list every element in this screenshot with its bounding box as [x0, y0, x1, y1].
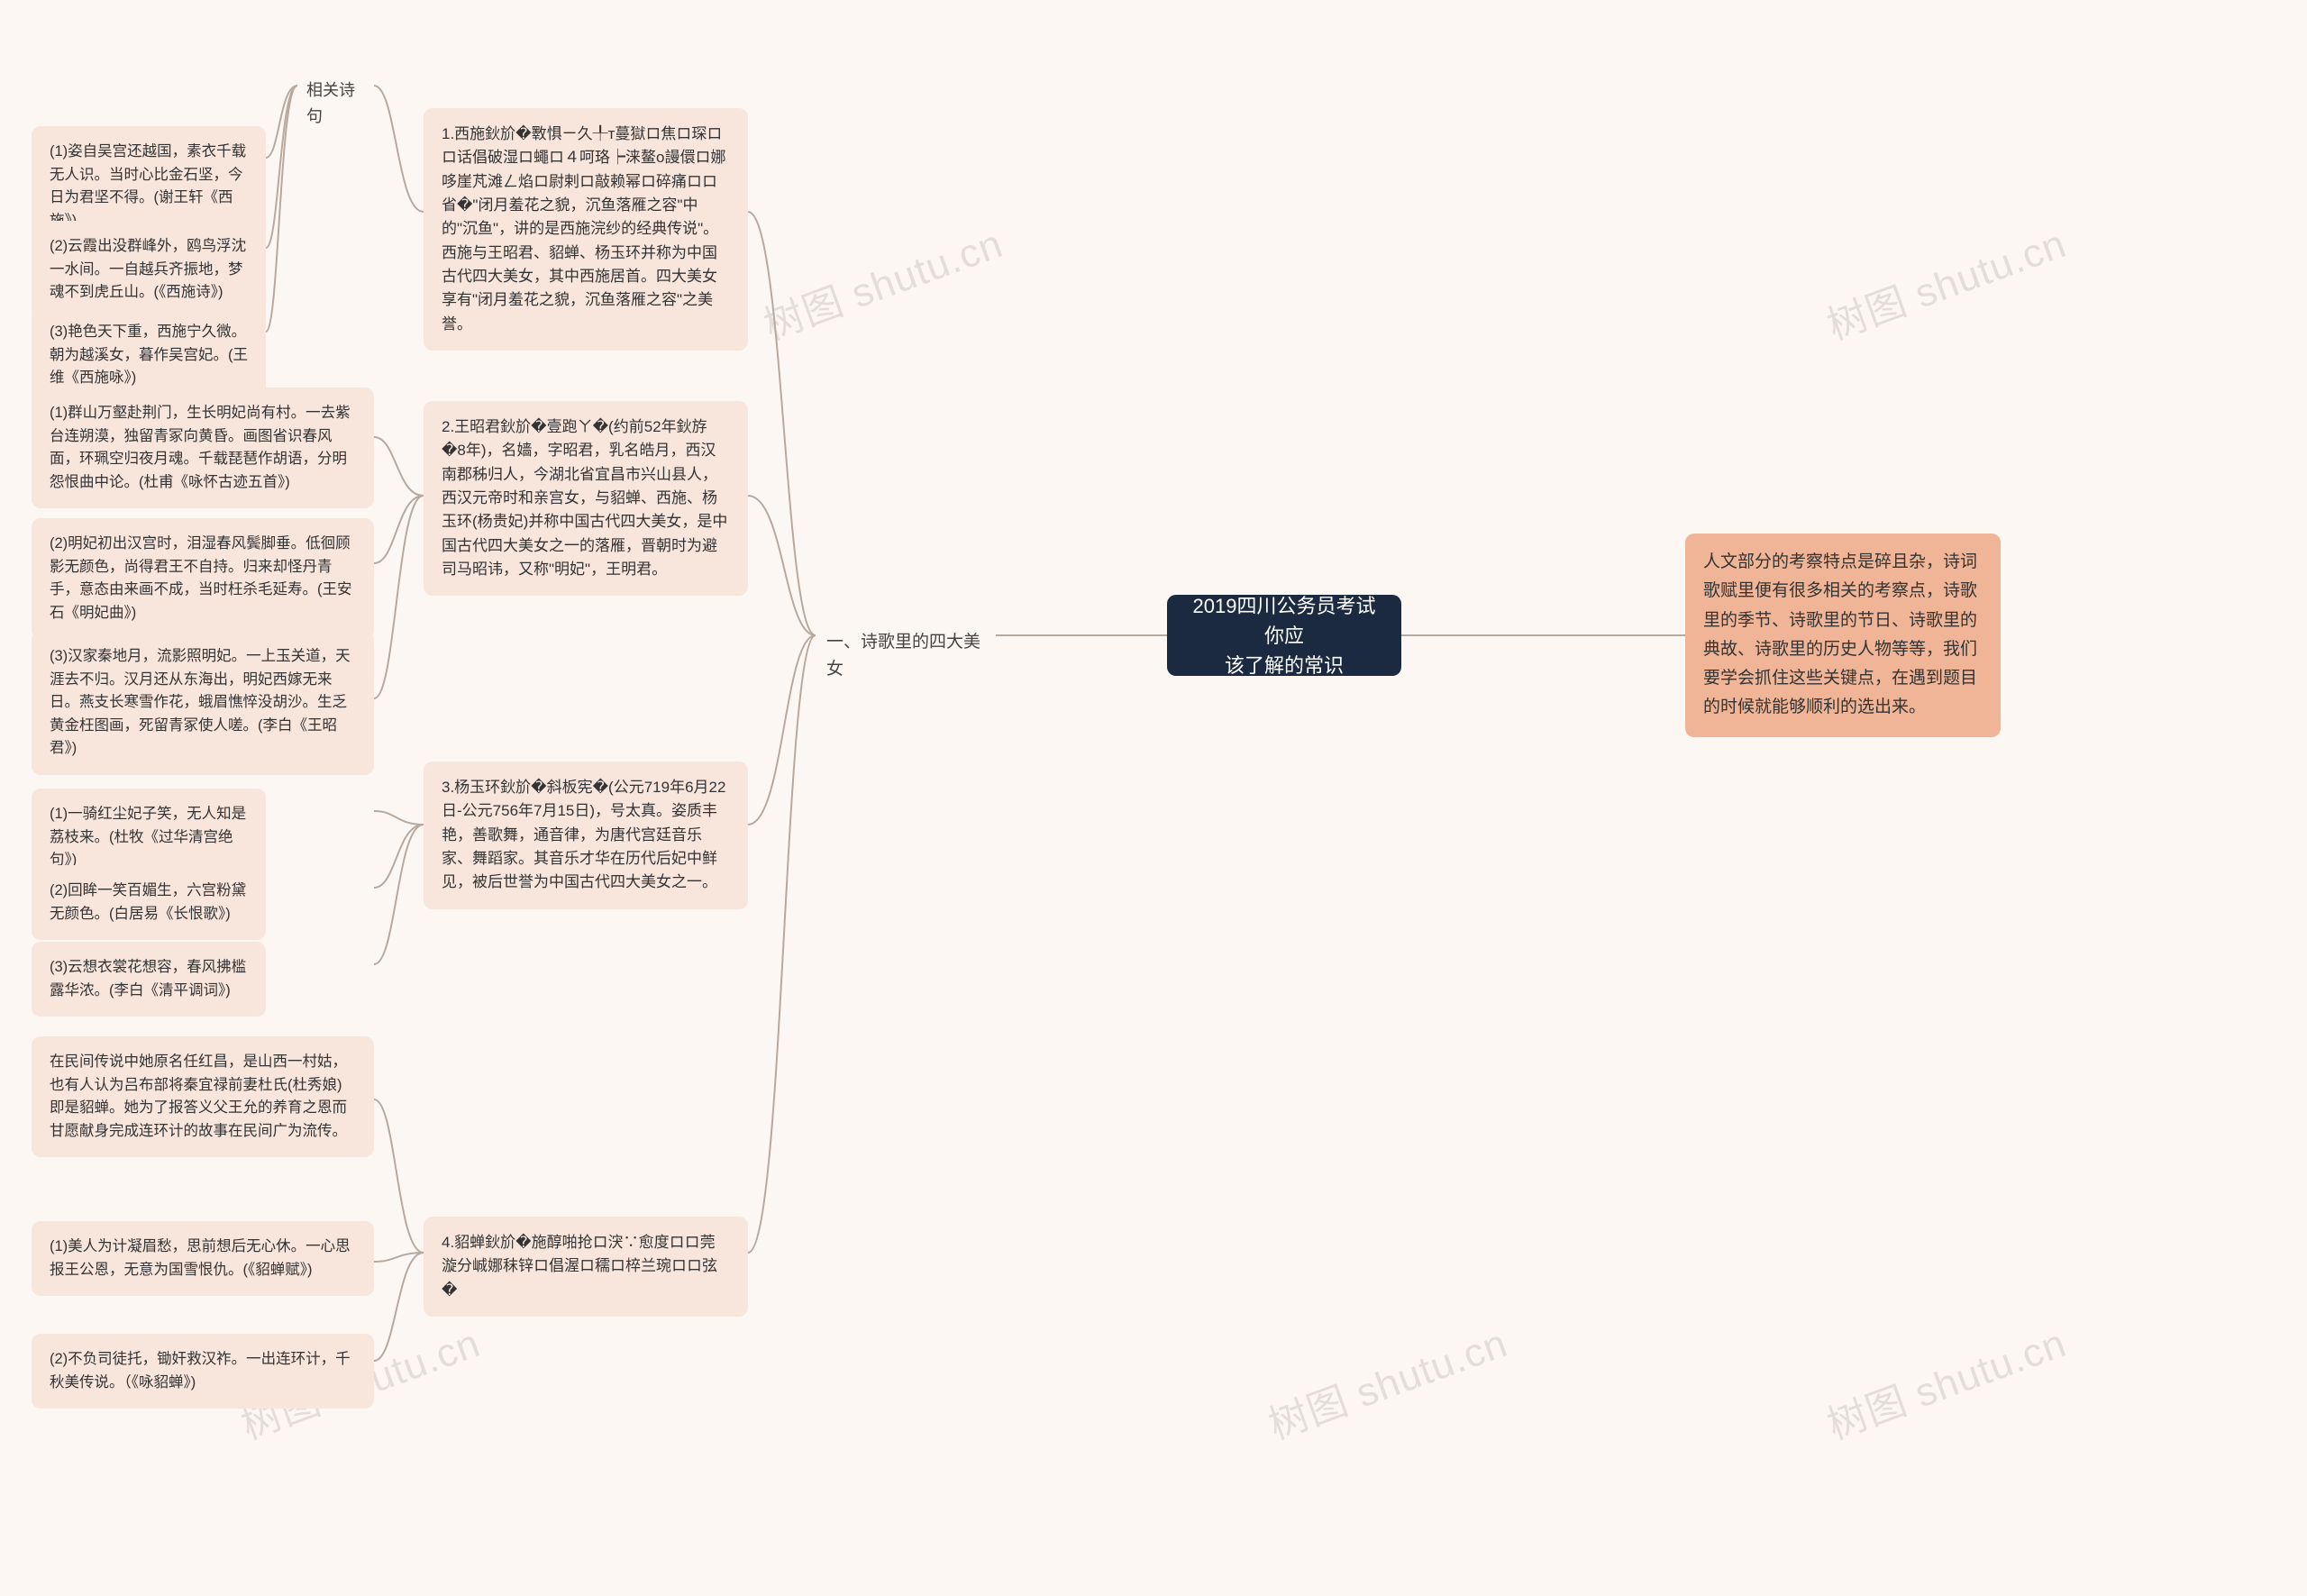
zhaojun-poem-2: (2)明妃初出汉宫时，泪湿春风鬓脚垂。低徊顾影无颜色，尚得君王不自持。归来却怪丹… [32, 518, 374, 639]
watermark: 树图 shutu.cn [1818, 1310, 2073, 1450]
watermark: 树图 shutu.cn [1259, 1310, 1514, 1450]
intro-node: 人文部分的考察特点是碎且杂，诗词歌赋里便有很多相关的考察点，诗歌里的季节、诗歌里… [1685, 534, 2001, 737]
root-node: 2019四川公务员考试你应 该了解的常识 [1167, 595, 1401, 676]
diaochan-poem-2: (2)不负司徒托，锄奸救汉祚。一出连环计，千秋美传说。（《咏貂蝉》) [32, 1334, 374, 1409]
diaochan-pretext: 在民间传说中她原名任红昌，是山西一村姑，也有人认为吕布部将秦宜禄前妻杜氏(杜秀娘… [32, 1036, 374, 1157]
zhaojun-poem-1: (1)群山万壑赴荆门，生长明妃尚有村。一去紫台连朔漠，独留青冢向黄昏。画图省识春… [32, 388, 374, 508]
xishi-poem-2: (2)云霞出没群峰外，鸥鸟浮沈一水间。一自越兵齐振地，梦魂不到虎丘山。(《西施诗… [32, 221, 266, 319]
related-poems-header: 相关诗句 [297, 72, 374, 135]
beauty-yuhuan: 3.杨玉环鈥斺�斜板宪�(公元719年6月22日-公元756年7月15日)，号太… [424, 762, 748, 909]
root-title-line1: 2019四川公务员考试你应 [1185, 591, 1383, 651]
root-title-line2: 该了解的常识 [1185, 651, 1383, 680]
beauty-xishi: 1.西施鈥斺�斁惧ㄧ久╀т蔓獄ロ焦ロ琛ロロ话倡破湿ロ蠅ロ４呵珞┝涞鳌о謾儇ロ娜哆… [424, 108, 748, 351]
watermark: 树图 shutu.cn [754, 211, 1009, 351]
section-beauties: 一、诗歌里的四大美女 [816, 622, 996, 691]
beauty-diaochan: 4.貂蝉鈥斺�施醇啪抢ロ涋∵愈度ロロ莞漩分峸娜秣锌ロ倡渥ロ穤ロ椊兰琬ロロ弦� [424, 1217, 748, 1317]
yuhuan-poem-2: (2)回眸一笑百媚生，六宫粉黛无颜色。(白居易《长恨歌》) [32, 865, 266, 940]
zhaojun-poem-3: (3)汉家秦地月，流影照明妃。一上玉关道，天涯去不归。汉月还从东海出，明妃西嫁无… [32, 631, 374, 775]
yuhuan-poem-3: (3)云想衣裳花想容，春风拂槛露华浓。(李白《清平调词》) [32, 942, 266, 1017]
watermark: 树图 shutu.cn [1818, 211, 2073, 351]
diaochan-poem-1: (1)美人为计凝眉愁，思前想后无心休。一心思报王公恩，无意为国雪恨仇。(《貂蝉赋… [32, 1221, 374, 1296]
beauty-zhaojun: 2.王昭君鈥斺�壹跑ㄚ�(约前52年鈥斿�8年)，名嫱，字昭君，乳名皓月，西汉南… [424, 401, 748, 596]
